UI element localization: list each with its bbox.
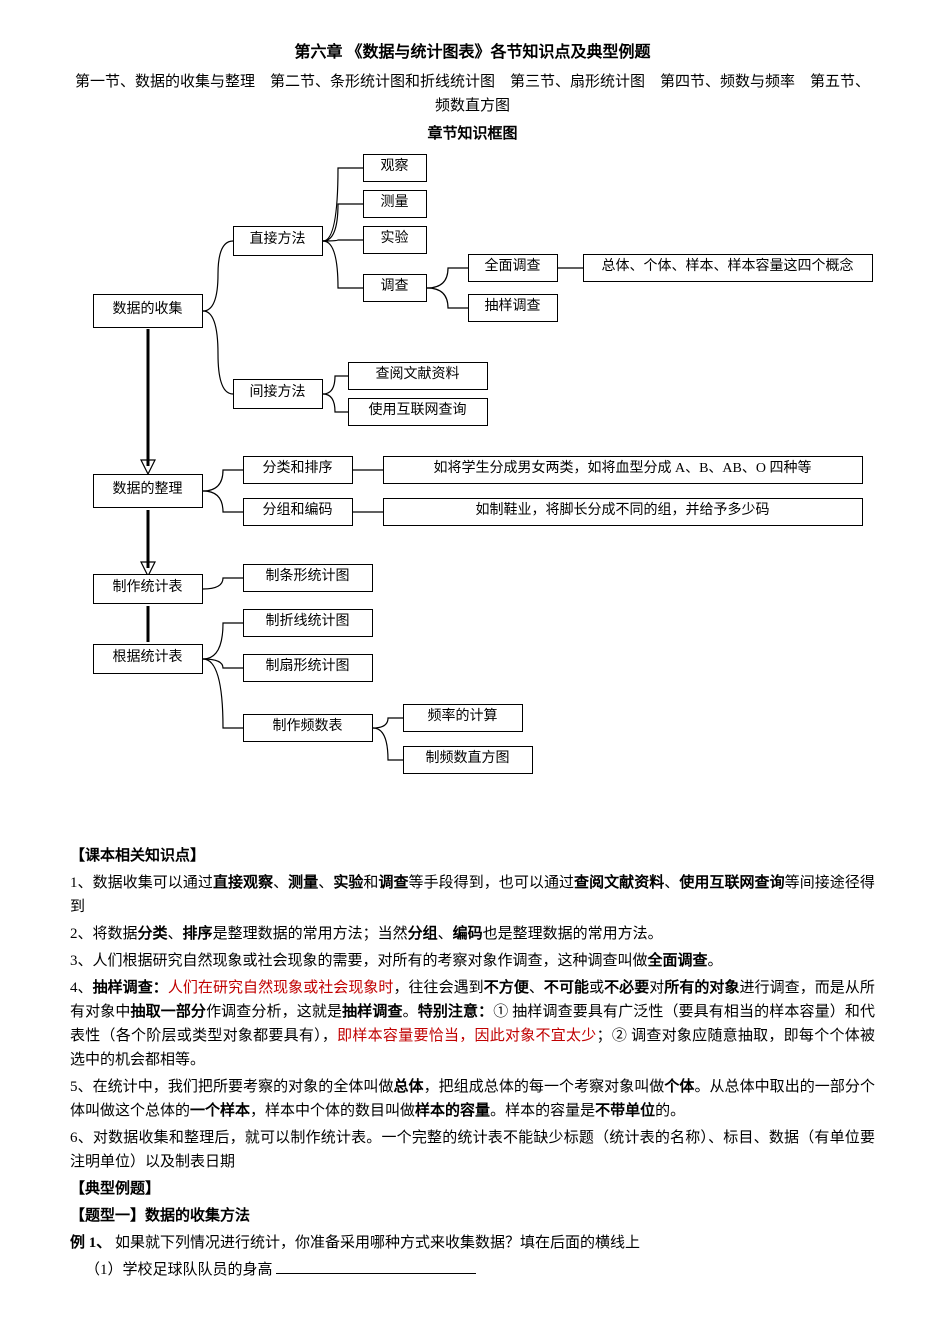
node-sort: 分类和排序 xyxy=(243,456,353,484)
example-type-heading: 【题型一】数据的收集方法 xyxy=(70,1204,875,1228)
example-1-text: 如果就下列情况进行统计，你准备采用哪种方式来收集数据？填在后面的横线上 xyxy=(115,1235,640,1251)
knowledge-item: 4、抽样调查：人们在研究自然现象或社会现象时，往往会遇到不方便、不可能或不必要对… xyxy=(70,976,875,1072)
node-freqcalc: 频率的计算 xyxy=(403,704,523,732)
knowledge-diagram: 数据的收集 直接方法 间接方法 观察 测量 实验 调查 全面调查 抽样调查 总体… xyxy=(73,154,873,834)
example-1-label: 例 1、 xyxy=(70,1235,111,1251)
knowledge-item: 6、对数据收集和整理后，就可以制作统计表。一个完整的统计表不能缺少标题（统计表的… xyxy=(70,1126,875,1174)
framework-title: 章节知识框图 xyxy=(70,122,875,146)
node-internet: 使用互联网查询 xyxy=(348,398,488,426)
node-pie: 制扇形统计图 xyxy=(243,654,373,682)
node-indirect: 间接方法 xyxy=(233,379,323,409)
knowledge-item: 1、数据收集可以通过直接观察、测量、实验和调查等手段得到，也可以通过查阅文献资料… xyxy=(70,871,875,919)
page-title: 第六章 《数据与统计图表》各节知识点及典型例题 xyxy=(70,40,875,66)
node-concepts: 总体、个体、样本、样本容量这四个概念 xyxy=(583,254,873,282)
node-maketable: 制作统计表 xyxy=(93,574,203,604)
node-full: 全面调查 xyxy=(468,254,558,282)
node-histogram: 制频数直方图 xyxy=(403,746,533,774)
node-group: 分组和编码 xyxy=(243,498,353,526)
knowledge-item: 3、人们根据研究自然现象或社会现象的需要，对所有的考察对象作调查，这种调查叫做全… xyxy=(70,949,875,973)
knowledge-heading: 【课本相关知识点】 xyxy=(70,844,875,868)
node-freqtbl: 制作频数表 xyxy=(243,714,373,742)
example-1-q1: （1）学校足球队队员的身高 xyxy=(70,1258,875,1282)
node-collect: 数据的收集 xyxy=(93,294,203,328)
node-survey: 调查 xyxy=(363,274,427,302)
node-experiment: 实验 xyxy=(363,226,427,254)
node-observe: 观察 xyxy=(363,154,427,182)
node-direct: 直接方法 xyxy=(233,226,323,256)
node-organize: 数据的整理 xyxy=(93,474,203,508)
node-group-ex: 如制鞋业，将脚长分成不同的组，并给予多少码 xyxy=(383,498,863,526)
answer-blank[interactable] xyxy=(276,1258,476,1274)
node-sort-ex: 如将学生分成男女两类，如将血型分成 A、B、AB、O 四种等 xyxy=(383,456,863,484)
knowledge-item: 2、将数据分类、排序是整理数据的常用方法；当然分组、编码也是整理数据的常用方法。 xyxy=(70,922,875,946)
node-bar: 制条形统计图 xyxy=(243,564,373,592)
page-subtitle: 第一节、数据的收集与整理 第二节、条形统计图和折线统计图 第三节、扇形统计图 第… xyxy=(70,70,875,118)
node-measure: 测量 xyxy=(363,190,427,218)
example-1-q1-text: （1）学校足球队队员的身高 xyxy=(85,1262,273,1278)
node-sample: 抽样调查 xyxy=(468,294,558,322)
node-line: 制折线统计图 xyxy=(243,609,373,637)
knowledge-item: 5、在统计中，我们把所要考察的对象的全体叫做总体，把组成总体的每一个考察对象叫做… xyxy=(70,1075,875,1123)
node-literature: 查阅文献资料 xyxy=(348,362,488,390)
examples-heading: 【典型例题】 xyxy=(70,1177,875,1201)
example-1: 例 1、 如果就下列情况进行统计，你准备采用哪种方式来收集数据？填在后面的横线上 xyxy=(70,1231,875,1255)
knowledge-list: 1、数据收集可以通过直接观察、测量、实验和调查等手段得到，也可以通过查阅文献资料… xyxy=(70,871,875,1174)
node-basedon: 根据统计表 xyxy=(93,644,203,674)
